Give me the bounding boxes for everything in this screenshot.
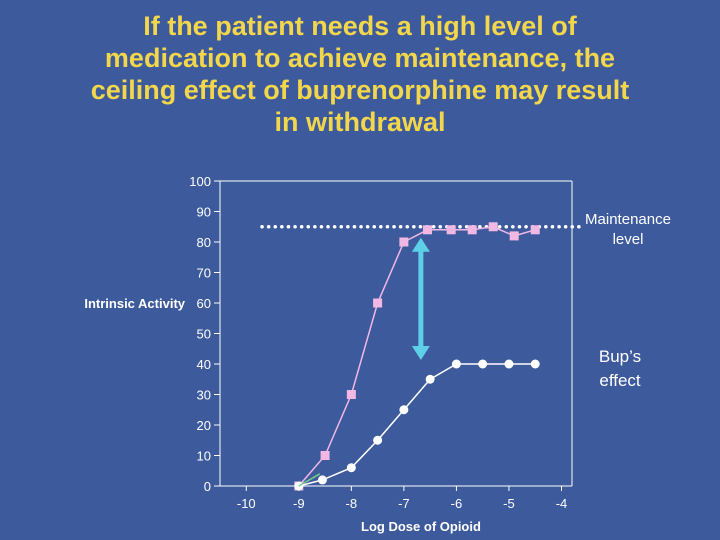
chart-labels: Log Dose of Opioid Intrinsic Activity Main… xyxy=(84,211,671,534)
y-tick-label: 70 xyxy=(197,266,211,281)
bup-effect-arrow xyxy=(411,237,430,360)
y-axis-title: Intrinsic Activity xyxy=(84,296,185,311)
data-point-circle xyxy=(530,359,540,369)
y-tick-label: 80 xyxy=(197,235,211,250)
data-point-circle xyxy=(504,359,514,369)
data-point-square xyxy=(346,390,356,399)
x-tick-label: -5 xyxy=(503,496,515,511)
data-point-circle xyxy=(399,405,409,415)
chart-ticks: 0 10 20 30 40 50 60 70 80 90 100 -10 -9 -8 -7 -6 -5 -4 xyxy=(189,174,567,511)
bup-effect-double-arrow xyxy=(411,237,430,360)
y-tick-label: 10 xyxy=(197,449,211,464)
data-point-square xyxy=(446,225,456,235)
data-point-circle xyxy=(373,435,383,445)
series-line xyxy=(298,363,536,487)
data-point-square xyxy=(320,451,330,460)
data-point-square xyxy=(423,225,433,235)
series-line xyxy=(298,225,536,487)
y-tick-label: 40 xyxy=(197,357,211,372)
maintenance-level-label: Maintenance level xyxy=(585,211,671,248)
y-tick-label: 20 xyxy=(197,418,211,433)
data-point-square xyxy=(509,231,519,241)
slide-title: If the patient needs a high level of med… xyxy=(90,11,630,137)
x-tick-label: -10 xyxy=(237,496,256,511)
data-point-square xyxy=(488,222,498,232)
data-point-circle xyxy=(451,359,461,369)
data-point-square xyxy=(399,237,409,247)
data-point-square xyxy=(467,225,477,235)
data-point-circle xyxy=(425,374,435,384)
y-tick-label: 100 xyxy=(189,174,211,189)
y-tick-label: 90 xyxy=(197,205,211,220)
y-tick-label: 60 xyxy=(197,296,211,311)
y-tick-label: 30 xyxy=(197,388,211,403)
x-tick-label: -9 xyxy=(293,496,305,511)
data-point-circle xyxy=(346,463,356,473)
x-tick-label: -6 xyxy=(451,496,463,511)
y-tick-label: 0 xyxy=(204,479,211,494)
data-point-circle xyxy=(478,359,488,369)
chart-series xyxy=(294,222,540,491)
data-point-circle xyxy=(317,475,327,485)
data-point-square xyxy=(373,298,383,308)
x-tick-label: -7 xyxy=(398,496,410,511)
series-line xyxy=(298,473,321,487)
x-axis-title: Log Dose of Opioid xyxy=(361,519,481,534)
data-point-square xyxy=(530,225,540,235)
y-tick-label: 50 xyxy=(197,327,211,342)
x-tick-label: -4 xyxy=(556,496,568,511)
x-tick-label: -8 xyxy=(346,496,358,511)
bup-effect-label: Bup’s effect xyxy=(599,347,641,390)
